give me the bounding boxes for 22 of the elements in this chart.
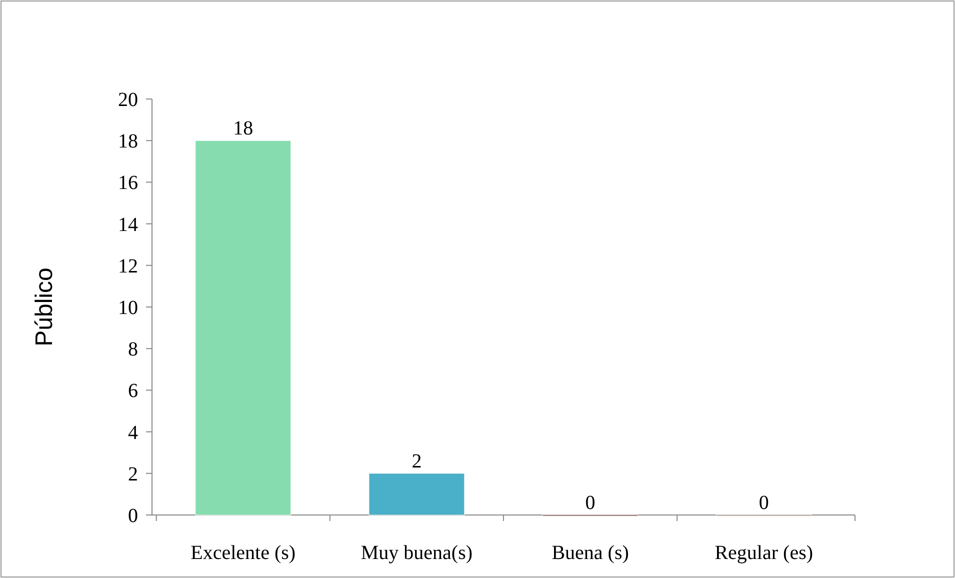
- y-tick-label: 16: [118, 172, 138, 194]
- bar: [368, 473, 465, 516]
- y-tick-label: 12: [118, 255, 138, 278]
- y-axis-title: Público: [31, 268, 58, 346]
- x-tick-label: Excelente (s): [190, 542, 296, 564]
- x-tick-label: Regular (es): [714, 542, 814, 564]
- x-tick-label: Muy buena(s): [360, 542, 473, 564]
- y-tick-label: 8: [128, 338, 138, 361]
- bar: [195, 140, 292, 516]
- y-tick-label: 2: [128, 463, 138, 486]
- data-label: 18: [233, 118, 254, 140]
- y-tick-label: 4: [128, 422, 138, 444]
- data-label: 0: [585, 492, 596, 514]
- x-tick-label: Buena (s): [552, 542, 629, 564]
- y-tick-label: 0: [128, 505, 138, 527]
- data-label: 2: [412, 450, 422, 472]
- y-tick-label: 14: [118, 214, 138, 236]
- y-tick-label: 6: [128, 380, 138, 402]
- y-tick-label: 10: [118, 297, 138, 319]
- y-tick-label: 20: [118, 89, 138, 111]
- y-tick-label: 18: [118, 130, 138, 153]
- data-label: 0: [758, 492, 769, 514]
